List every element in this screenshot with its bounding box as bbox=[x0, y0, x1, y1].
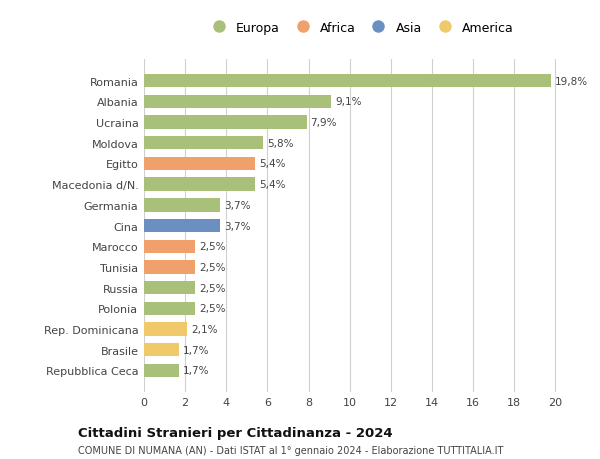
Text: 19,8%: 19,8% bbox=[555, 77, 588, 86]
Bar bbox=[144, 364, 179, 377]
Bar bbox=[144, 240, 196, 253]
Bar bbox=[144, 281, 196, 295]
Text: Cittadini Stranieri per Cittadinanza - 2024: Cittadini Stranieri per Cittadinanza - 2… bbox=[78, 426, 392, 439]
Text: 1,7%: 1,7% bbox=[182, 366, 209, 375]
Bar bbox=[144, 261, 196, 274]
Bar bbox=[144, 302, 196, 315]
Bar bbox=[144, 157, 255, 171]
Text: 5,4%: 5,4% bbox=[259, 159, 285, 169]
Text: 2,5%: 2,5% bbox=[199, 304, 226, 313]
Text: 1,7%: 1,7% bbox=[182, 345, 209, 355]
Text: 7,9%: 7,9% bbox=[310, 118, 337, 128]
Text: 9,1%: 9,1% bbox=[335, 97, 361, 107]
Bar bbox=[144, 178, 255, 191]
Text: 2,1%: 2,1% bbox=[191, 325, 217, 334]
Text: 3,7%: 3,7% bbox=[224, 201, 250, 210]
Legend: Europa, Africa, Asia, America: Europa, Africa, Asia, America bbox=[203, 19, 517, 37]
Bar bbox=[144, 137, 263, 150]
Bar bbox=[144, 199, 220, 212]
Text: 5,8%: 5,8% bbox=[267, 139, 293, 148]
Bar bbox=[144, 116, 307, 129]
Bar bbox=[144, 75, 551, 88]
Text: 2,5%: 2,5% bbox=[199, 242, 226, 252]
Text: 2,5%: 2,5% bbox=[199, 263, 226, 272]
Bar bbox=[144, 323, 187, 336]
Bar bbox=[144, 219, 220, 233]
Bar bbox=[144, 343, 179, 357]
Text: COMUNE DI NUMANA (AN) - Dati ISTAT al 1° gennaio 2024 - Elaborazione TUTTITALIA.: COMUNE DI NUMANA (AN) - Dati ISTAT al 1°… bbox=[78, 445, 503, 455]
Text: 2,5%: 2,5% bbox=[199, 283, 226, 293]
Text: 5,4%: 5,4% bbox=[259, 180, 285, 190]
Bar bbox=[144, 95, 331, 109]
Text: 3,7%: 3,7% bbox=[224, 221, 250, 231]
